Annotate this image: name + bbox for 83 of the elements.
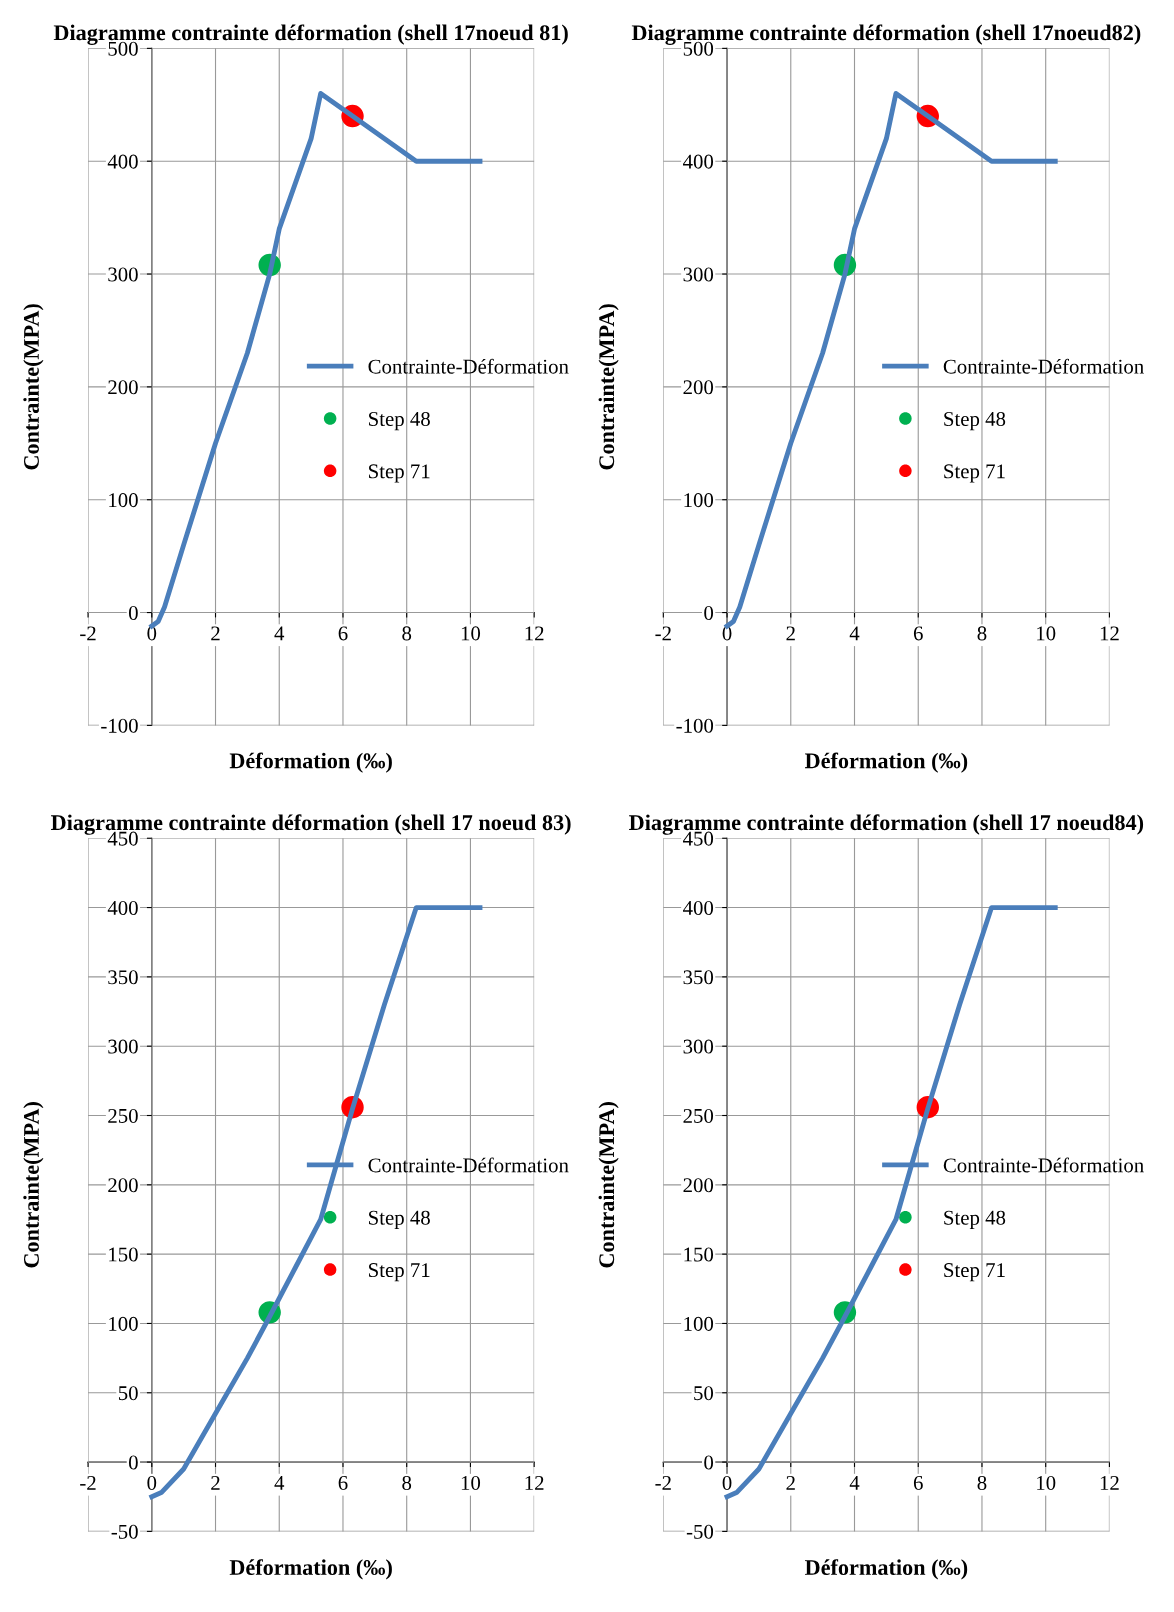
- y-tick-label: 250: [108, 1108, 138, 1123]
- x-tick-label: 4: [849, 1476, 860, 1490]
- x-axis-title: Déformation (‰): [229, 1559, 392, 1580]
- y-tick-label: 50: [694, 1386, 714, 1401]
- x-tick-label: 12: [525, 626, 544, 641]
- x-tick-label: 6: [913, 626, 923, 641]
- x-tick-label: 2: [211, 626, 220, 641]
- x-tick-label: 6: [338, 1475, 348, 1490]
- y-axis-title: Contrainte(MPA): [598, 304, 619, 470]
- y-tick-label: 400: [107, 900, 138, 915]
- x-tick-label: 0: [722, 1475, 732, 1490]
- y-tick-label: 400: [683, 900, 714, 915]
- legend-label: Step 48: [944, 1210, 1006, 1229]
- y-tick-label: 150: [109, 1247, 138, 1262]
- legend-label: Step 48: [944, 411, 1006, 431]
- y-tick-label: 200: [108, 1178, 138, 1193]
- legend-label: Step 48: [369, 1210, 430, 1229]
- legend-label: Step 71: [944, 464, 1005, 483]
- legend-label: Step 71: [369, 464, 430, 483]
- x-tick-label: -2: [655, 1475, 671, 1490]
- x-tick-label: -2: [655, 626, 671, 641]
- y-tick-label: 300: [108, 1039, 138, 1054]
- y-tick-label: 350: [108, 970, 138, 985]
- x-tick-label: 10: [461, 1475, 481, 1490]
- x-tick-label: 8: [977, 626, 987, 641]
- y-tick-label: 200: [683, 1178, 714, 1193]
- y-tick-label: 300: [108, 267, 138, 282]
- x-tick-label: 12: [1100, 1475, 1119, 1490]
- x-tick-label: 2: [211, 1475, 220, 1490]
- y-tick-label: 300: [683, 1039, 714, 1054]
- y-tick-label: 0: [128, 1455, 138, 1470]
- x-tick-label: 2: [786, 1475, 795, 1490]
- y-tick-label: 50: [118, 1386, 138, 1401]
- y-tick-label: -50: [111, 1524, 138, 1539]
- x-tick-label: 2: [786, 626, 795, 641]
- y-tick-label: 100: [684, 493, 714, 508]
- x-axis-title: Déformation (‰): [805, 752, 968, 773]
- legend-label: Contrainte-Déformation: [368, 1157, 569, 1173]
- x-tick-label: 8: [402, 626, 412, 641]
- y-tick-label: 200: [683, 380, 714, 395]
- y-tick-label: -100: [101, 718, 138, 733]
- x-tick-label: 12: [1100, 626, 1119, 641]
- legend-label: Step 71: [369, 1263, 430, 1282]
- x-tick-label: -2: [80, 1475, 96, 1490]
- y-tick-label: 0: [128, 605, 138, 620]
- y-tick-label: 150: [684, 1247, 714, 1262]
- y-tick-label: 400: [107, 154, 138, 169]
- legend-label: Contrainte-Déformation: [943, 358, 1144, 374]
- x-tick-label: 6: [913, 1475, 923, 1490]
- y-axis-title: Contrainte(MPA): [23, 304, 44, 470]
- x-tick-label: 10: [1037, 626, 1056, 641]
- x-tick-label: 0: [147, 1475, 157, 1490]
- y-tick-label: 0: [704, 1455, 714, 1470]
- legend-label: Step 71: [944, 1263, 1005, 1282]
- y-tick-label: 100: [109, 493, 138, 508]
- y-tick-label: 250: [683, 1108, 714, 1123]
- x-tick-label: 8: [977, 1475, 987, 1490]
- x-tick-label: 4: [274, 1476, 285, 1490]
- x-tick-label: 8: [402, 1475, 412, 1490]
- x-tick-label: 4: [849, 626, 860, 641]
- y-tick-label: 400: [683, 154, 714, 169]
- x-tick-label: 0: [722, 626, 732, 641]
- y-tick-label: 300: [683, 267, 714, 282]
- x-axis-title: Déformation (‰): [229, 752, 392, 773]
- y-tick-label: -100: [676, 718, 714, 733]
- x-tick-label: 10: [1037, 1475, 1056, 1490]
- x-tick-label: 6: [338, 626, 348, 641]
- x-tick-label: 12: [525, 1475, 544, 1490]
- legend-label: Step 48: [369, 411, 430, 431]
- y-tick-label: 350: [683, 970, 714, 985]
- y-tick-label: 100: [684, 1316, 714, 1331]
- y-tick-label: 100: [109, 1316, 138, 1331]
- y-axis-title: Contrainte(MPA): [598, 1102, 619, 1268]
- x-axis-title: Déformation (‰): [805, 1559, 968, 1580]
- x-tick-label: 4: [274, 626, 285, 641]
- y-tick-label: -50: [686, 1524, 714, 1539]
- legend-label: Contrainte-Déformation: [943, 1157, 1144, 1173]
- x-tick-label: 10: [461, 626, 481, 641]
- y-tick-label: 200: [108, 380, 138, 395]
- x-tick-label: -2: [80, 626, 96, 641]
- legend-label: Contrainte-Déformation: [368, 358, 569, 374]
- y-tick-label: 0: [704, 605, 714, 620]
- y-axis-title: Contrainte(MPA): [23, 1102, 44, 1268]
